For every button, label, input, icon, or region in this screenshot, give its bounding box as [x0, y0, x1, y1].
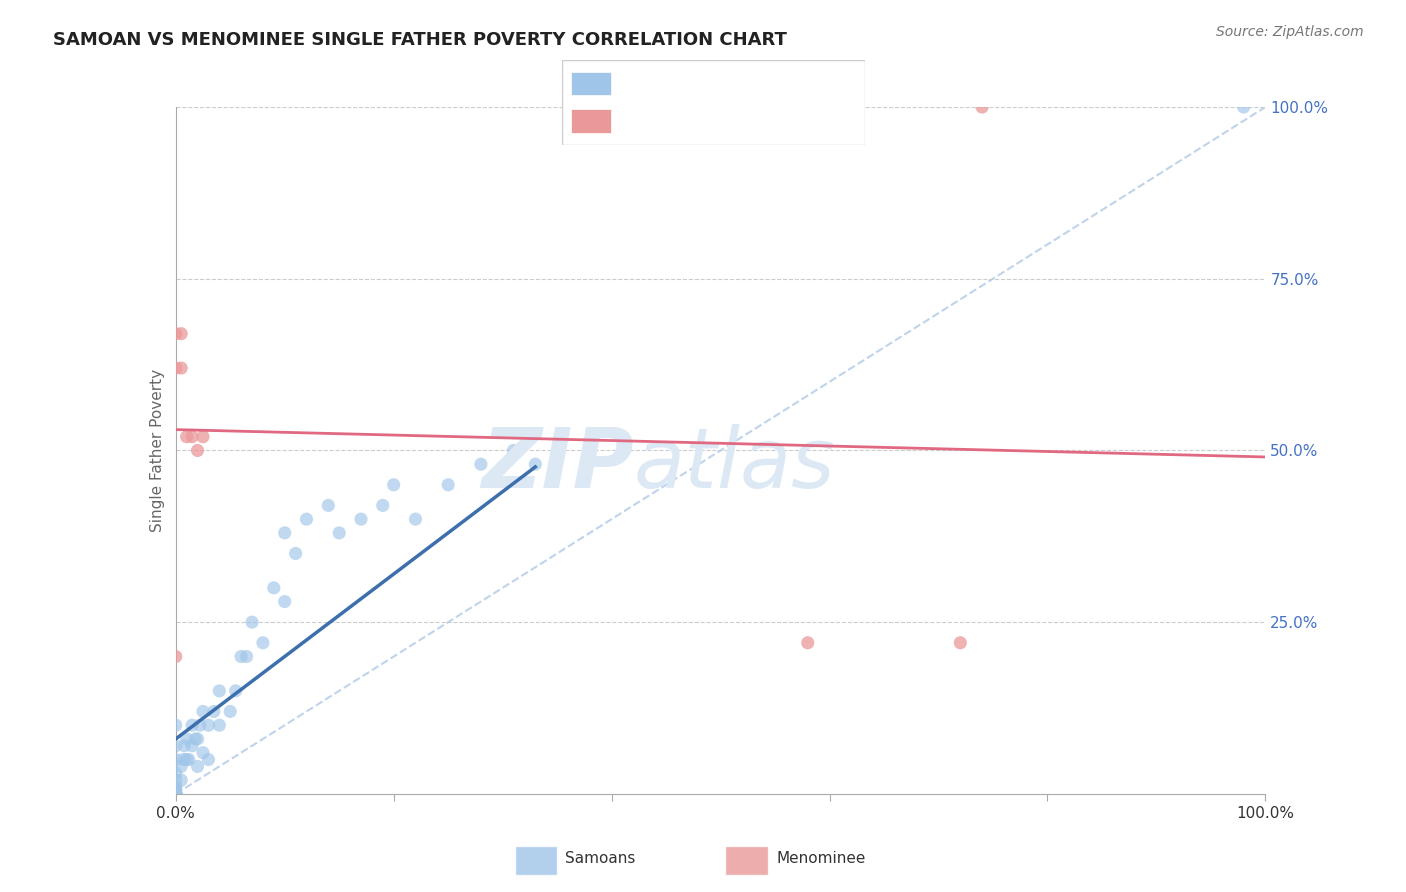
Point: [170, 326, 193, 341]
Point: [225, 683, 247, 698]
Point: [165, 718, 187, 732]
Point: [181, 739, 204, 753]
Text: atlas: atlas: [633, 424, 835, 505]
Point: [165, 766, 187, 780]
Point: [176, 430, 198, 444]
Point: [208, 718, 231, 732]
Point: [176, 753, 198, 767]
Point: [318, 499, 340, 513]
Bar: [571, 71, 610, 95]
Point: [165, 787, 187, 801]
Text: 12: 12: [768, 113, 789, 128]
Text: -0.215: -0.215: [668, 113, 723, 128]
Point: [197, 753, 219, 767]
Point: [970, 100, 993, 114]
Point: [172, 753, 194, 767]
Point: [470, 457, 492, 471]
Point: [165, 649, 187, 664]
Point: [181, 718, 204, 732]
Point: [191, 705, 214, 719]
Point: [165, 780, 187, 794]
Point: [240, 615, 263, 630]
Point: [170, 759, 193, 773]
Point: [252, 636, 274, 650]
Point: [186, 731, 209, 746]
Point: [371, 499, 394, 513]
Text: SAMOAN VS MENOMINEE SINGLE FATHER POVERTY CORRELATION CHART: SAMOAN VS MENOMINEE SINGLE FATHER POVERT…: [53, 31, 787, 49]
Bar: [571, 109, 610, 133]
Point: [184, 731, 207, 746]
Point: [949, 636, 972, 650]
Text: Samoans: Samoans: [565, 852, 636, 866]
Y-axis label: Single Father Poverty: Single Father Poverty: [149, 369, 165, 532]
Text: N =: N =: [723, 113, 756, 128]
Point: [165, 787, 187, 801]
Point: [382, 478, 405, 492]
Point: [231, 649, 253, 664]
Point: [502, 443, 524, 458]
Point: [524, 457, 547, 471]
Point: [165, 783, 187, 797]
Point: [405, 512, 427, 526]
Point: [1232, 100, 1256, 114]
Point: [191, 746, 214, 760]
Point: [191, 430, 214, 444]
Point: [165, 753, 187, 767]
Point: [796, 636, 818, 650]
Text: 0.479: 0.479: [668, 76, 716, 91]
Point: [165, 787, 187, 801]
Point: [170, 361, 193, 376]
Point: [219, 705, 242, 719]
Point: [263, 581, 285, 595]
Point: [350, 512, 373, 526]
Bar: [725, 846, 768, 874]
Point: [202, 705, 225, 719]
Bar: [515, 846, 557, 874]
Point: [165, 326, 187, 341]
Point: [165, 787, 187, 801]
Point: [170, 773, 193, 788]
Point: [181, 430, 204, 444]
Point: [176, 731, 198, 746]
Point: [186, 443, 209, 458]
Point: [197, 718, 219, 732]
Point: [284, 546, 307, 561]
Point: [295, 512, 318, 526]
Point: [165, 773, 187, 788]
Point: [274, 594, 297, 608]
Text: Source: ZipAtlas.com: Source: ZipAtlas.com: [1216, 25, 1364, 39]
Point: [208, 683, 231, 698]
Point: [165, 787, 187, 801]
Point: [173, 739, 195, 753]
Point: [274, 525, 297, 540]
Text: R =: R =: [620, 113, 652, 128]
Point: [165, 787, 187, 801]
Point: [186, 759, 209, 773]
Point: [165, 780, 187, 794]
Text: 58: 58: [768, 76, 789, 91]
Text: R =: R =: [620, 76, 652, 91]
Point: [165, 739, 187, 753]
Text: Menominee: Menominee: [776, 852, 866, 866]
Point: [437, 478, 460, 492]
Text: ZIP: ZIP: [481, 424, 633, 505]
Point: [328, 525, 350, 540]
Point: [188, 718, 211, 732]
Point: [165, 787, 187, 801]
Point: [165, 361, 187, 376]
Point: [235, 649, 257, 664]
Point: [165, 787, 187, 801]
Text: N =: N =: [723, 76, 756, 91]
Point: [177, 753, 200, 767]
